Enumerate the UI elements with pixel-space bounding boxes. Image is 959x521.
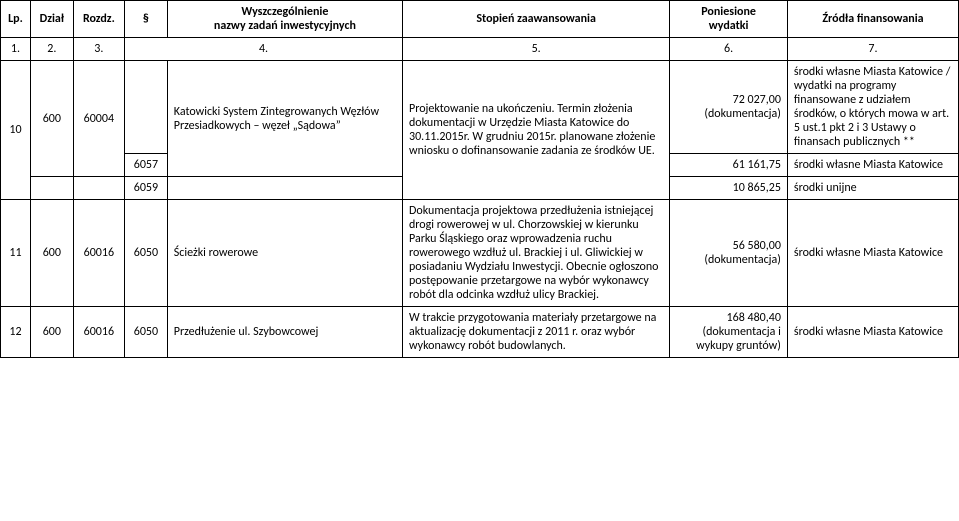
dzial-cell: 600 [30,307,73,358]
n6: 6. [670,38,788,61]
stopien-cell: Projektowanie na ukończeniu. Termin złoż… [403,61,670,200]
col-dzial: Dział [30,1,73,38]
para-cell: 6057 [125,154,168,177]
lp-cell: 12 [1,307,31,358]
n4: 4. [125,38,403,61]
col-stopien: Stopień zaawansowania [403,1,670,38]
header-row: Lp. Dział Rozdz. § Wyszczególnienienazwy… [1,1,959,38]
rozdz-cell: 60004 [73,61,124,177]
rozdz-cell: 60016 [73,307,124,358]
lp-cell: 11 [1,200,31,307]
n1: 1. [1,38,31,61]
rozdz-cell: 60016 [73,200,124,307]
zr-cell: środki własne Miasta Katowice [787,200,958,307]
lp-cell: 10 [1,61,31,200]
stopien-cell: Dokumentacja projektowa przedłużenia ist… [403,200,670,307]
col-rozdz: Rozdz. [73,1,124,38]
n7: 7. [787,38,958,61]
table-row: 10 600 60004 Katowicki System Zintegrowa… [1,61,959,154]
wyd-cell: 168 480,40(dokumentacja i wykupy gruntów… [670,307,788,358]
zr-cell: środki własne Miasta Katowice [787,154,958,177]
n5: 5. [403,38,670,61]
dzial-cell: 600 [30,61,73,177]
para-cell: 6050 [125,307,168,358]
zr-cell: środki własne Miasta Katowice [787,307,958,358]
zr-cell: środki unijne [787,177,958,200]
wysz-cell: Katowicki System Zintegrowanych Węzłów P… [167,61,402,177]
wysz-cell [167,177,402,200]
rozdz-cell [73,177,124,200]
wysz-cell: Ścieżki rowerowe [167,200,402,307]
col-lp: Lp. [1,1,31,38]
dzial-cell: 600 [30,200,73,307]
col-para: § [125,1,168,38]
n2: 2. [30,38,73,61]
wysz-cell: Przedłużenie ul. Szybowcowej [167,307,402,358]
table-row: 11 600 60016 6050 Ścieżki rowerowe Dokum… [1,200,959,307]
investment-table: Lp. Dział Rozdz. § Wyszczególnienienazwy… [0,0,959,358]
n3: 3. [73,38,124,61]
table-row: 12 600 60016 6050 Przedłużenie ul. Szybo… [1,307,959,358]
col-zrodla: Źródła finansowania [787,1,958,38]
para-cell: 6050 [125,200,168,307]
wyd-cell: 61 161,75 [670,154,788,177]
para-cell [125,61,168,154]
wyd-cell: 72 027,00(dokumentacja) [670,61,788,154]
para-cell: 6059 [125,177,168,200]
wyd-cell: 56 580,00(dokumentacja) [670,200,788,307]
dzial-cell [30,177,73,200]
col-wysz: Wyszczególnienienazwy zadań inwestycyjny… [167,1,402,38]
zr-cell: środki własne Miasta Katowice / wydatki … [787,61,958,154]
number-row: 1. 2. 3. 4. 5. 6. 7. [1,38,959,61]
stopien-cell: W trakcie przygotowania materiały przeta… [403,307,670,358]
wyd-cell: 10 865,25 [670,177,788,200]
col-wydatki: Poniesionewydatki [670,1,788,38]
